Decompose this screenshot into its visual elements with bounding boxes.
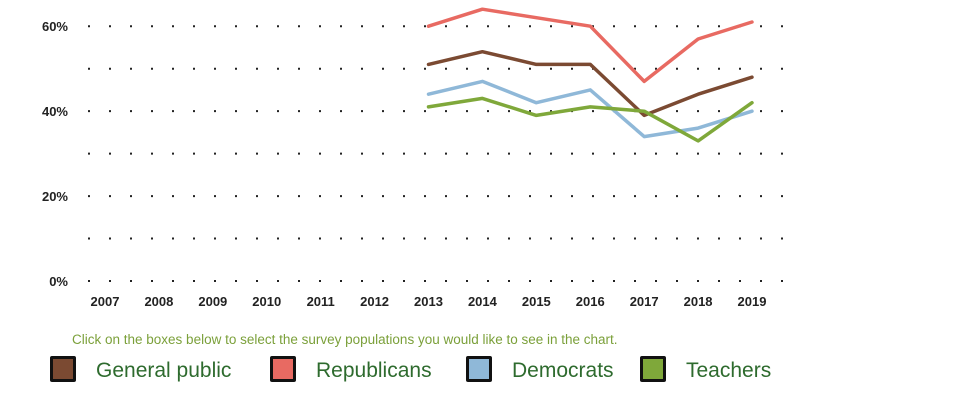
instruction-text: Click on the boxes below to select the s… [72,332,618,347]
y-tick-label: 40% [42,104,68,119]
x-tick-label: 2013 [414,294,443,309]
y-tick-label: 0% [49,274,68,289]
x-tick-label: 2016 [576,294,605,309]
legend-label-general-public: General public [96,359,232,382]
legend-label-democrats: Democrats [512,359,614,382]
x-tick-label: 2014 [468,294,498,309]
teachers-toggle-box[interactable] [640,356,666,382]
line-chart: 0% 20% 40% 60% 2007 2008 2009 2010 2011 2012 2013 2… [42,7,790,309]
series-line-general-public [426,49,754,118]
y-tick-label: 60% [42,19,68,34]
series-line-republicans [426,7,754,84]
x-tick-label: 2007 [91,294,120,309]
series-line-teachers [426,96,754,143]
legend-label-republicans: Republicans [316,359,432,382]
legend-item-democrats[interactable]: Democrats [466,352,646,392]
x-tick-label: 2008 [144,294,173,309]
y-tick-label: 20% [42,189,68,204]
democrats-toggle-box[interactable] [466,356,492,382]
x-tick-label: 2019 [738,294,767,309]
legend-item-republicans[interactable]: Republicans [270,352,450,392]
x-tick-label: 2011 [307,294,335,309]
x-tick-label: 2015 [522,294,551,309]
x-tick-label: 2017 [630,294,659,309]
series-line-democrats [426,79,754,139]
x-tick-label: 2018 [684,294,713,309]
general-public-toggle-box[interactable] [50,356,76,382]
republicans-toggle-box[interactable] [270,356,296,382]
legend-item-teachers[interactable]: Teachers [640,352,810,392]
x-tick-label: 2010 [252,294,281,309]
x-tick-label: 2009 [198,294,227,309]
x-tick-label: 2012 [360,294,389,309]
legend-item-general-public[interactable]: General public [50,352,250,392]
legend-label-teachers: Teachers [686,359,772,382]
